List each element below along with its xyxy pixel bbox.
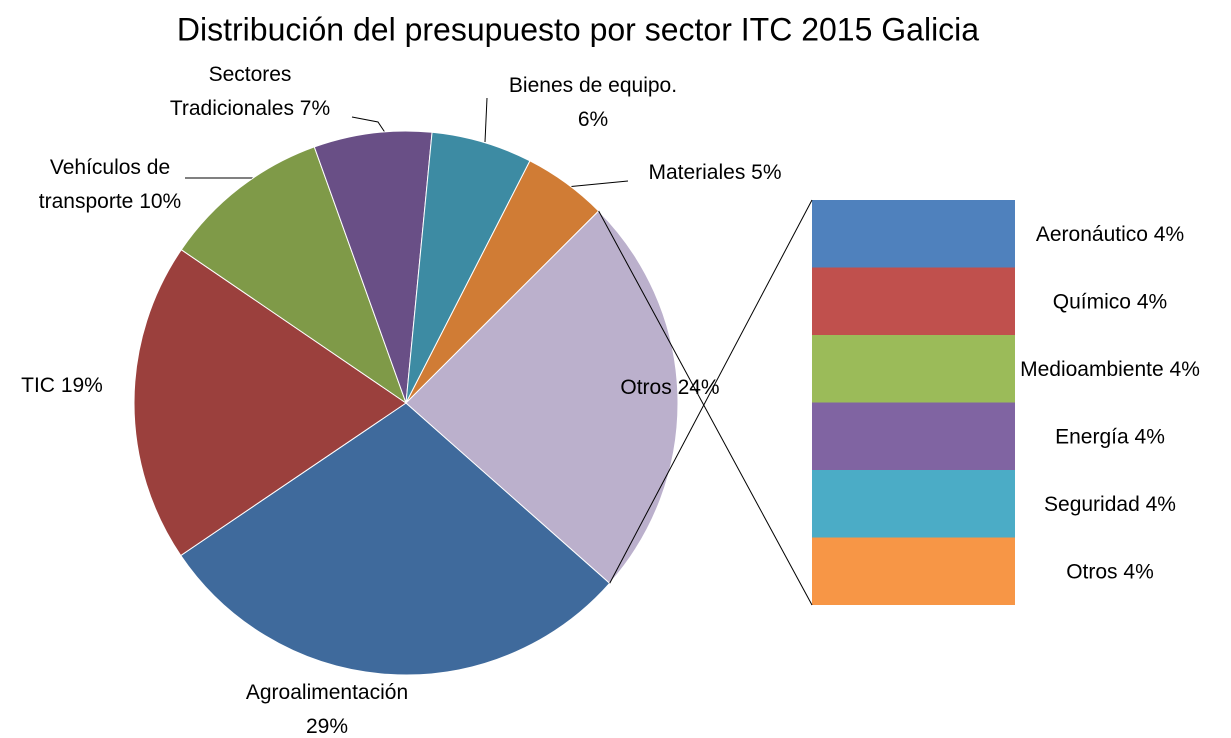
slice-value-label: 24% <box>677 376 720 399</box>
bar-value-label: 4% <box>1135 425 1165 448</box>
bar-label: Químico 4% <box>1053 290 1167 313</box>
bar-category: Energía <box>1055 425 1129 448</box>
slice-value-label: 7% <box>299 97 331 120</box>
slice-category: Otros <box>620 376 672 399</box>
leader-line <box>484 97 488 143</box>
slice-label: Agroalimentación 29% <box>227 676 427 738</box>
bar-segment <box>812 267 1015 335</box>
slice-label: Vehículos de transporte 10% <box>25 151 195 219</box>
slice-category: Sectores Tradicionales <box>169 63 294 120</box>
bar-category: Otros <box>1066 560 1117 583</box>
pie-slice <box>180 146 407 405</box>
leader-line <box>351 116 387 135</box>
slice-value-label: 29% <box>305 715 349 738</box>
bar-segment <box>812 200 1015 268</box>
bar-category: Medioambiente <box>1020 357 1164 380</box>
slice-category: Bienes de equipo. <box>508 74 678 97</box>
bar-value-label: 4% <box>1146 492 1176 515</box>
slice-category: Agroalimentación <box>245 681 409 704</box>
bar-category: Seguridad <box>1044 492 1140 515</box>
slice-value-label: 5% <box>751 161 782 184</box>
bar-category: Aeronáutico <box>1036 222 1148 245</box>
bar-segment <box>812 537 1015 605</box>
slice-label: Otros 24% <box>595 371 745 405</box>
pie-slice <box>133 249 407 557</box>
pie-slice <box>313 130 433 404</box>
pie-slice <box>180 402 611 676</box>
leader-line <box>565 180 629 188</box>
slice-label: Sectores Tradicionales 7% <box>155 58 345 126</box>
slice-value-label: 10% <box>139 190 182 213</box>
bar-label: Energía 4% <box>1055 425 1165 448</box>
slice-label: TIC 19% <box>2 369 122 403</box>
bar-label: Aeronáutico 4% <box>1036 222 1184 245</box>
bar-segment <box>812 402 1015 470</box>
slice-category: TIC <box>21 374 55 397</box>
slice-value-label: 6% <box>577 108 609 131</box>
slice-category: Vehículos de transporte <box>38 156 171 213</box>
bar-value-label: 4% <box>1123 560 1153 583</box>
pie-slice <box>405 210 679 584</box>
bar-value-label: 4% <box>1170 357 1200 380</box>
bar-category: Químico <box>1053 290 1131 313</box>
bar-value-label: 4% <box>1137 290 1167 313</box>
bar-segment <box>812 470 1015 538</box>
slice-label: Materiales 5% <box>615 156 815 190</box>
slice-label: Bienes de equipo. 6% <box>498 69 688 137</box>
bar-label: Seguridad 4% <box>1044 492 1176 515</box>
chart-title: Distribución del presupuesto por sector … <box>177 11 979 47</box>
bar-value-label: 4% <box>1154 222 1184 245</box>
slice-value-label: 19% <box>60 374 103 397</box>
bar-segment <box>812 335 1015 403</box>
slice-category: Materiales <box>648 161 746 184</box>
bar-label: Medioambiente 4% <box>1020 357 1200 380</box>
connector-line <box>598 210 813 606</box>
connector-line <box>609 199 813 584</box>
bar-label: Otros 4% <box>1066 560 1154 583</box>
